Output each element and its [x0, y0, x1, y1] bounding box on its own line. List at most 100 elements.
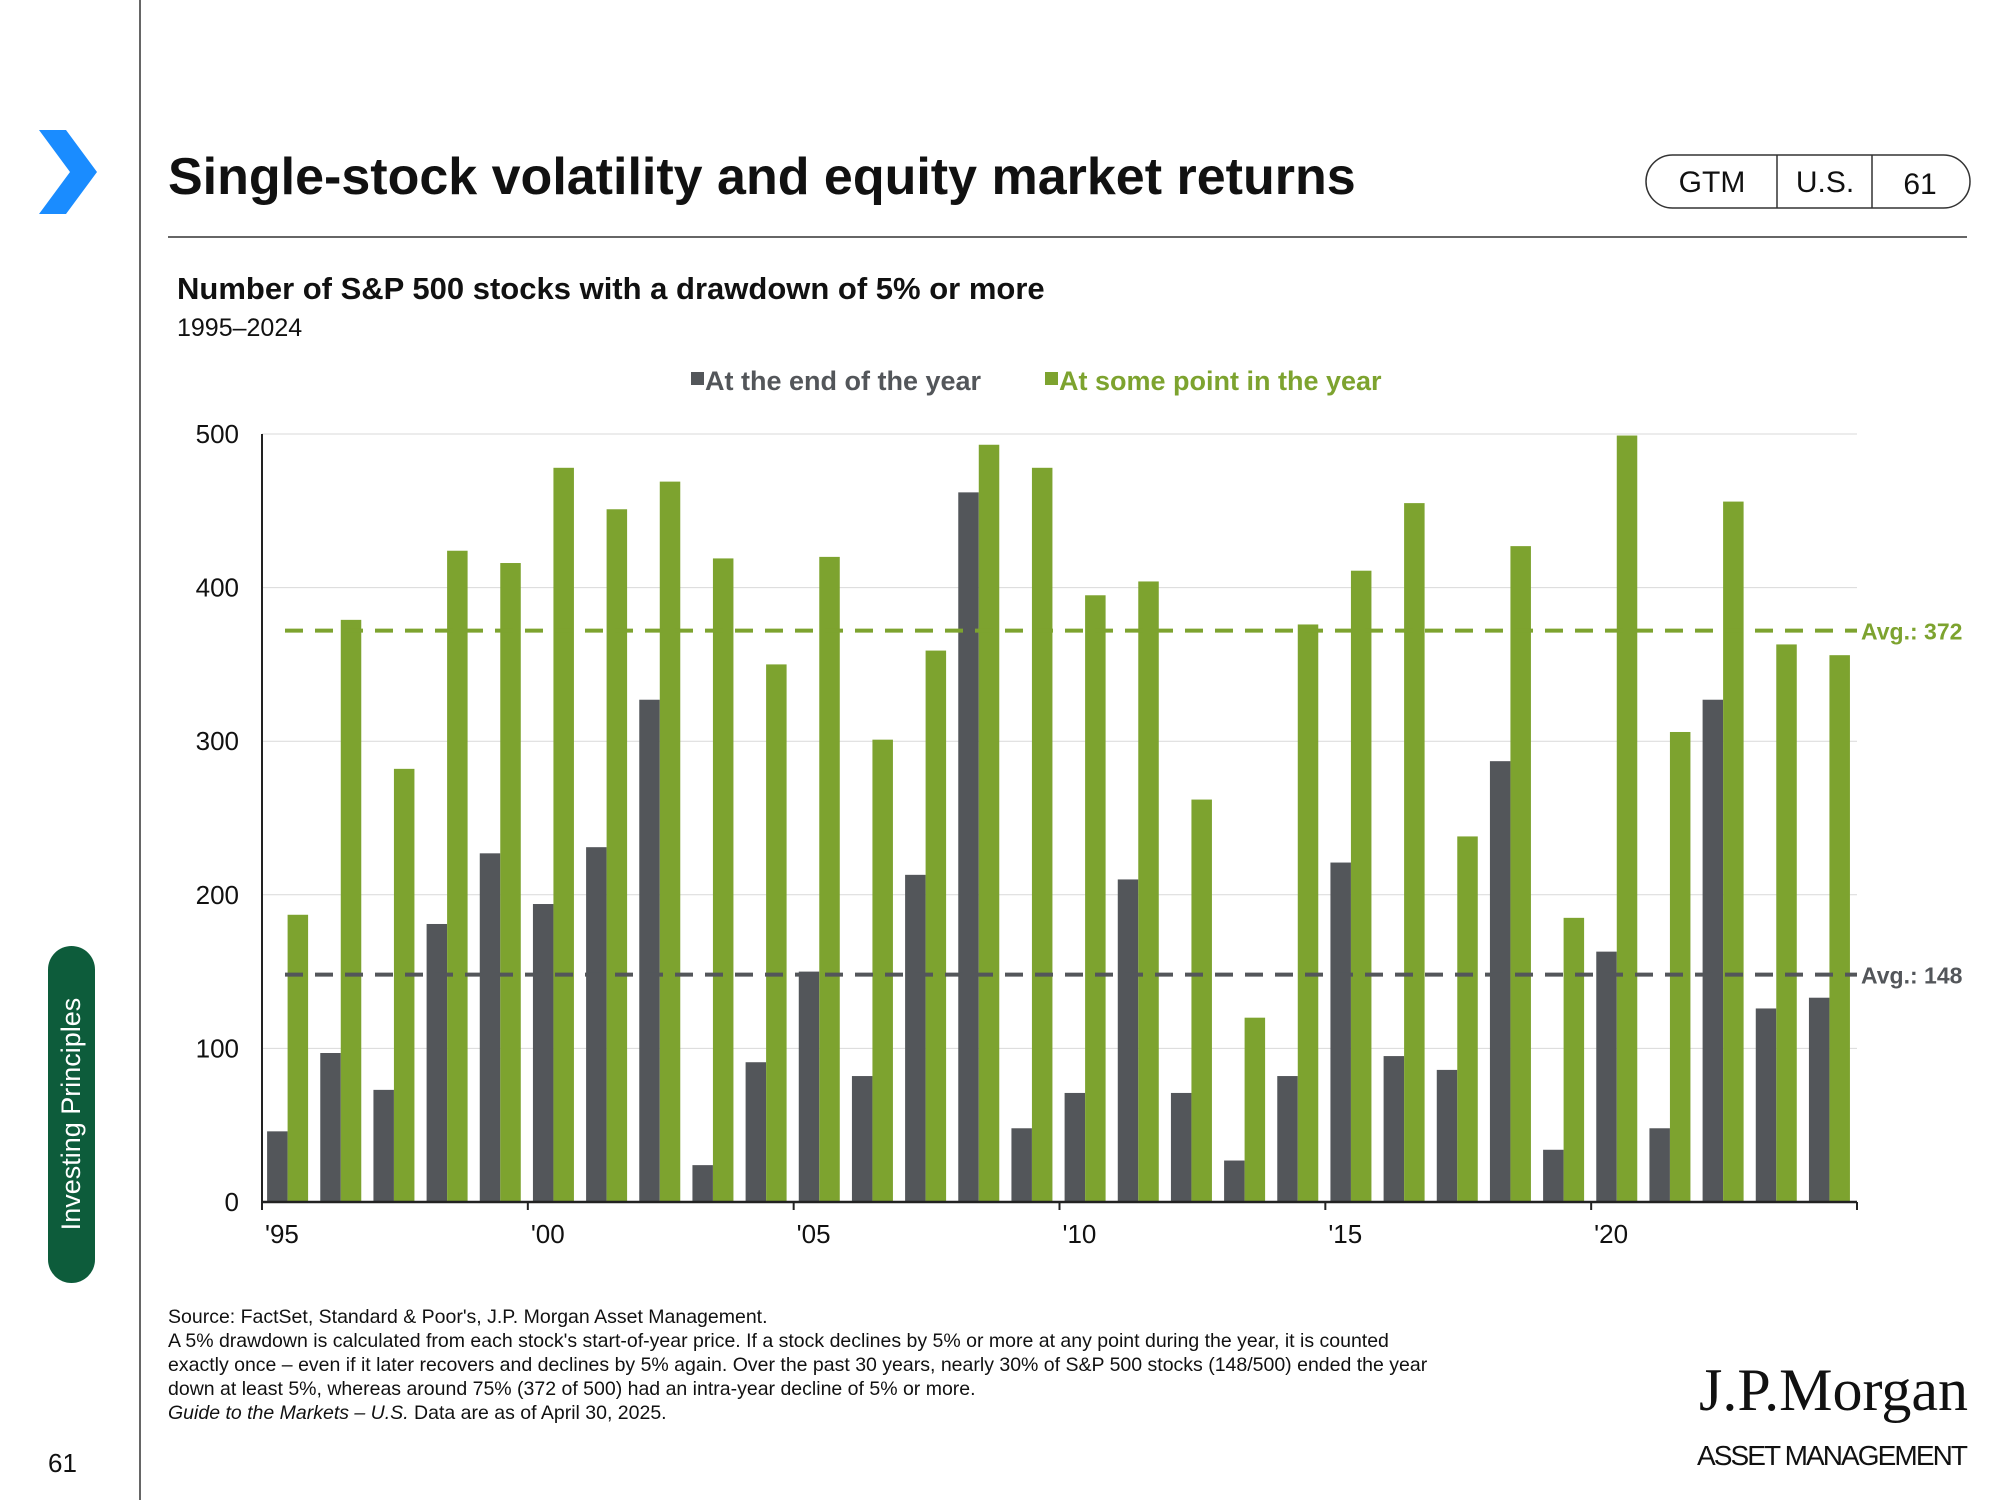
bar [1297, 624, 1319, 1202]
chevron-icon [39, 130, 97, 214]
side-tab-label: Investing Principles [56, 998, 86, 1231]
bar [1457, 836, 1478, 1202]
y-tick-label: 100 [196, 1033, 239, 1063]
x-tick-label: '00 [531, 1219, 565, 1249]
badge-pill [1645, 154, 1971, 209]
bar [1350, 570, 1372, 1202]
bar [1383, 1056, 1405, 1202]
bar [1723, 501, 1744, 1203]
footnote: Source: FactSet, Standard & Poor's, J.P.… [168, 1306, 768, 1328]
bar [393, 768, 415, 1202]
bar [1011, 1128, 1032, 1202]
guide-title: Guide to the Markets – U.S. [168, 1402, 409, 1424]
bar [925, 650, 947, 1202]
bar [1404, 503, 1425, 1202]
badge: U.S. [1796, 166, 1854, 199]
badge: 61 [1903, 168, 1936, 201]
y-tick-label: 500 [196, 419, 239, 449]
x-tick-label: '15 [1328, 1219, 1362, 1249]
bar [766, 664, 787, 1202]
bar [1649, 1128, 1670, 1202]
bar [692, 1165, 713, 1202]
y-tick-label: 0 [225, 1187, 239, 1217]
bar [1277, 1076, 1298, 1202]
bar [872, 739, 893, 1202]
bar [1138, 581, 1159, 1202]
bar [978, 444, 1000, 1202]
guide-date: Data are as of April 30, 2025. [409, 1402, 667, 1424]
bar [639, 699, 660, 1202]
x-tick-label: '10 [1063, 1219, 1097, 1249]
bar [745, 1062, 767, 1202]
bar [1702, 699, 1724, 1202]
bar [712, 558, 734, 1202]
y-tick-label: 300 [196, 726, 239, 756]
bar [1808, 997, 1830, 1202]
footnote: A 5% drawdown is calculated from each st… [168, 1330, 1389, 1352]
legend-swatch [1045, 372, 1058, 385]
page-number: 61 [48, 1448, 77, 1478]
bar [1191, 799, 1212, 1202]
bar [287, 914, 309, 1202]
bar [1616, 435, 1638, 1202]
badge: GTM [1679, 166, 1746, 199]
y-tick-label: 400 [196, 573, 239, 603]
y-tick-label: 200 [196, 880, 239, 910]
legend-swatch [691, 372, 704, 385]
bar [1224, 1160, 1245, 1202]
legend-label: At some point in the year [1059, 366, 1382, 396]
logo-tagline: ASSET MANAGEMENT [1697, 1440, 1968, 1471]
average-label: Avg.: 148 [1861, 963, 1963, 989]
legend-label: At the end of the year [705, 366, 982, 396]
bar [1064, 1092, 1086, 1202]
footnote: Guide to the Markets – U.S. Data are as … [168, 1402, 667, 1424]
bar [819, 556, 840, 1202]
bar [267, 1131, 288, 1202]
footnotes: Source: FactSet, Standard & Poor's, J.P.… [168, 1306, 1428, 1424]
bar [340, 619, 362, 1202]
footnote: exactly once – even if it later recovers… [168, 1354, 1428, 1376]
average-label: Avg.: 372 [1861, 619, 1962, 645]
bar [958, 492, 979, 1202]
bar [1669, 731, 1691, 1202]
bar [851, 1076, 873, 1202]
bar [1510, 546, 1531, 1202]
bar [320, 1053, 341, 1202]
bar [606, 509, 628, 1202]
bar [1829, 655, 1850, 1202]
x-tick-label: '95 [265, 1219, 299, 1249]
bar [1330, 862, 1351, 1202]
bar [532, 904, 554, 1202]
side-tab [48, 946, 95, 1283]
bar [1755, 1008, 1777, 1202]
bar [659, 481, 681, 1203]
x-tick-label: '20 [1594, 1219, 1628, 1249]
footnote: down at least 5%, whereas around 75% (37… [168, 1378, 976, 1400]
chart-subtitle: 1995–2024 [177, 314, 302, 342]
bar [905, 874, 926, 1202]
page-title: Single-stock volatility and equity marke… [168, 148, 1356, 206]
bar [1244, 1017, 1266, 1202]
bar [1085, 595, 1106, 1202]
bar [447, 550, 468, 1202]
bar [479, 853, 501, 1202]
bar [1563, 917, 1585, 1202]
bar [1543, 1149, 1564, 1202]
bar [553, 467, 574, 1202]
bar [1489, 761, 1511, 1202]
bar [1436, 1069, 1458, 1202]
x-tick-label: '05 [797, 1219, 831, 1249]
bar [373, 1089, 394, 1202]
bar [1117, 879, 1139, 1202]
bar [1031, 467, 1053, 1202]
chart-title: Number of S&P 500 stocks with a drawdown… [177, 271, 1045, 306]
bar [500, 563, 521, 1202]
logo: J.P.Morgan [1699, 1357, 1968, 1423]
bar [1596, 951, 1617, 1202]
bar [426, 923, 448, 1202]
bar [586, 847, 607, 1202]
bar [798, 971, 820, 1202]
bar [1776, 644, 1797, 1202]
